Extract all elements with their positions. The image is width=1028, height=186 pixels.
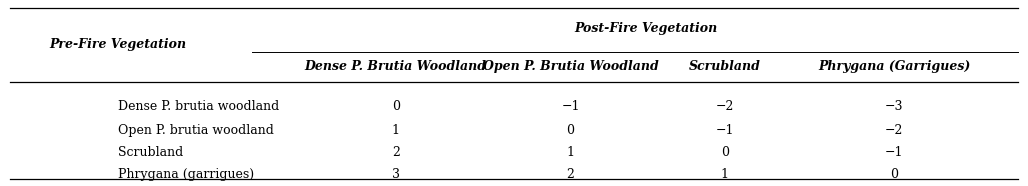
Text: 0: 0: [566, 124, 575, 137]
Text: 0: 0: [392, 100, 400, 113]
Text: 3: 3: [392, 168, 400, 181]
Text: Phrygana (garrigues): Phrygana (garrigues): [118, 168, 254, 181]
Text: Post-Fire Vegetation: Post-Fire Vegetation: [574, 22, 718, 35]
Text: −1: −1: [885, 146, 904, 159]
Text: −1: −1: [561, 100, 580, 113]
Text: Open P. brutia woodland: Open P. brutia woodland: [118, 124, 274, 137]
Text: Pre-Fire Vegetation: Pre-Fire Vegetation: [49, 38, 187, 51]
Text: −3: −3: [885, 100, 904, 113]
Text: 0: 0: [890, 168, 898, 181]
Text: −1: −1: [715, 124, 734, 137]
Text: −2: −2: [885, 124, 904, 137]
Text: Scrubland: Scrubland: [689, 60, 761, 73]
Text: 1: 1: [392, 124, 400, 137]
Text: 2: 2: [392, 146, 400, 159]
Text: Phrygana (Garrigues): Phrygana (Garrigues): [818, 60, 970, 73]
Text: Open P. Brutia Woodland: Open P. Brutia Woodland: [483, 60, 658, 73]
Text: Dense P. brutia woodland: Dense P. brutia woodland: [118, 100, 280, 113]
Text: Scrubland: Scrubland: [118, 146, 183, 159]
Text: 2: 2: [566, 168, 575, 181]
Text: 1: 1: [721, 168, 729, 181]
Text: Dense P. Brutia Woodland: Dense P. Brutia Woodland: [304, 60, 487, 73]
Text: 1: 1: [566, 146, 575, 159]
Text: 0: 0: [721, 146, 729, 159]
Text: −2: −2: [715, 100, 734, 113]
